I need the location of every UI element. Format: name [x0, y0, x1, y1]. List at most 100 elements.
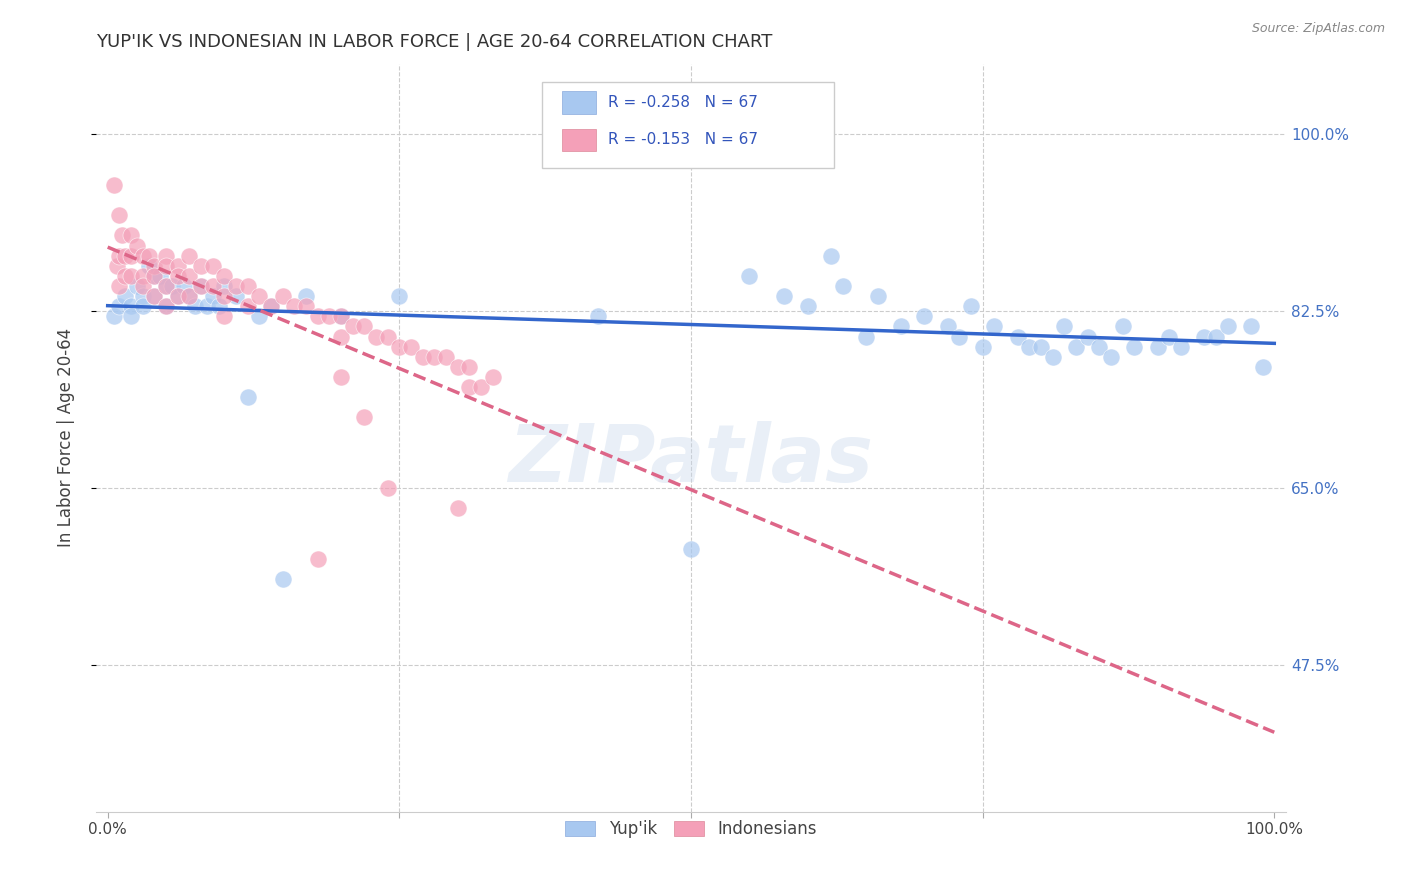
Point: [447, 501, 470, 516]
Point: [399, 340, 422, 354]
Point: [166, 289, 188, 303]
Point: [1159, 329, 1181, 343]
Point: [377, 329, 399, 343]
Point: [160, 279, 183, 293]
Point: [214, 268, 236, 283]
Point: [201, 289, 224, 303]
Point: [179, 289, 201, 303]
Point: [143, 289, 166, 303]
Point: [120, 310, 142, 324]
Point: [470, 380, 492, 394]
Point: [307, 552, 329, 566]
Point: [481, 370, 503, 384]
Point: [295, 299, 318, 313]
Point: [983, 319, 1005, 334]
Point: [330, 310, 353, 324]
Point: [1088, 340, 1111, 354]
Point: [388, 340, 411, 354]
FancyBboxPatch shape: [562, 91, 596, 113]
Point: [179, 268, 201, 283]
Text: YUP'IK VS INDONESIAN IN LABOR FORCE | AGE 20-64 CORRELATION CHART: YUP'IK VS INDONESIAN IN LABOR FORCE | AG…: [96, 33, 772, 51]
Point: [260, 299, 283, 313]
Point: [190, 279, 212, 293]
Point: [247, 289, 270, 303]
Point: [1007, 329, 1029, 343]
Point: [166, 289, 188, 303]
FancyBboxPatch shape: [543, 82, 834, 169]
Legend: Yup'ik, Indonesians: Yup'ik, Indonesians: [558, 814, 823, 845]
Point: [377, 481, 399, 495]
Point: [271, 289, 294, 303]
Point: [190, 279, 212, 293]
Point: [120, 249, 142, 263]
Point: [125, 238, 148, 252]
Point: [1205, 329, 1227, 343]
Point: [423, 350, 446, 364]
Point: [936, 319, 959, 334]
Point: [458, 359, 481, 374]
Point: [155, 279, 177, 293]
Point: [1042, 350, 1064, 364]
Point: [201, 279, 224, 293]
Point: [143, 268, 166, 283]
Point: [796, 299, 818, 313]
Text: ZIPatlas: ZIPatlas: [509, 421, 873, 500]
Point: [318, 310, 340, 324]
Point: [214, 289, 236, 303]
Point: [890, 319, 912, 334]
Point: [105, 259, 128, 273]
Point: [1064, 340, 1087, 354]
Point: [353, 410, 375, 425]
Point: [960, 299, 983, 313]
Point: [972, 340, 994, 354]
Point: [236, 279, 259, 293]
Point: [679, 541, 702, 556]
Point: [1194, 329, 1216, 343]
Point: [820, 249, 842, 263]
Point: [131, 249, 153, 263]
Point: [114, 249, 136, 263]
Text: R = -0.153   N = 67: R = -0.153 N = 67: [607, 132, 758, 147]
Point: [247, 310, 270, 324]
Point: [155, 259, 177, 273]
Point: [330, 370, 353, 384]
Point: [307, 310, 329, 324]
Point: [108, 208, 131, 222]
Point: [1029, 340, 1052, 354]
Point: [173, 279, 195, 293]
Point: [214, 310, 236, 324]
Point: [1240, 319, 1263, 334]
Point: [738, 268, 761, 283]
Point: [912, 310, 935, 324]
Point: [131, 289, 153, 303]
Point: [855, 329, 877, 343]
Point: [866, 289, 889, 303]
Point: [330, 310, 353, 324]
Point: [1111, 319, 1133, 334]
Point: [330, 329, 353, 343]
Point: [1170, 340, 1192, 354]
Point: [412, 350, 434, 364]
Point: [114, 268, 136, 283]
Point: [283, 299, 305, 313]
Point: [143, 268, 166, 283]
Point: [458, 380, 481, 394]
Point: [108, 279, 131, 293]
Point: [214, 279, 236, 293]
Point: [773, 289, 796, 303]
Point: [225, 279, 247, 293]
Point: [586, 310, 609, 324]
Point: [295, 289, 318, 303]
Point: [1123, 340, 1146, 354]
Point: [108, 249, 131, 263]
Point: [1053, 319, 1076, 334]
Point: [201, 259, 224, 273]
Point: [120, 268, 142, 283]
Point: [131, 299, 153, 313]
Point: [1216, 319, 1239, 334]
Point: [260, 299, 283, 313]
Point: [1146, 340, 1168, 354]
Point: [103, 178, 125, 192]
Point: [225, 289, 247, 303]
Point: [120, 299, 142, 313]
